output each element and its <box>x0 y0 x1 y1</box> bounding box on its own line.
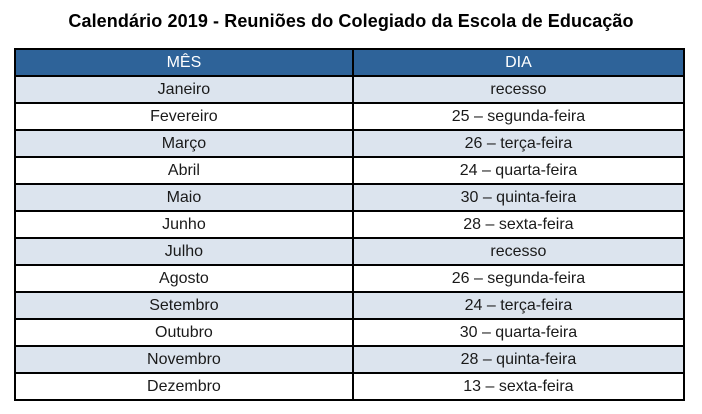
month-cell: Julho <box>14 237 354 266</box>
month-cell: Janeiro <box>14 75 354 104</box>
table-row: Março 26 – terça-feira <box>14 129 686 158</box>
table-row: Dezembro 13 – sexta-feira <box>14 372 686 401</box>
table-row: Agosto 26 – segunda-feira <box>14 264 686 293</box>
table-row: Setembro 24 – terça-feira <box>14 291 686 320</box>
month-cell: Agosto <box>14 264 354 293</box>
table-header-row: MÊS DIA <box>14 48 686 77</box>
day-cell: 28 – quinta-feira <box>351 345 686 374</box>
day-cell: 24 – terça-feira <box>351 291 686 320</box>
table-row: Novembro 28 – quinta-feira <box>14 345 686 374</box>
column-header-month: MÊS <box>14 48 354 77</box>
table-row: Julho recesso <box>14 237 686 266</box>
month-cell: Maio <box>14 183 354 212</box>
day-cell: 13 – sexta-feira <box>351 372 686 401</box>
table-row: Outubro 30 – quarta-feira <box>14 318 686 347</box>
day-cell: recesso <box>351 237 686 266</box>
day-cell: 26 – terça-feira <box>351 129 686 158</box>
table-row: Abril 24 – quarta-feira <box>14 156 686 185</box>
month-cell: Junho <box>14 210 354 239</box>
month-cell: Setembro <box>14 291 354 320</box>
month-cell: Outubro <box>14 318 354 347</box>
day-cell: 25 – segunda-feira <box>351 102 686 131</box>
day-cell: 26 – segunda-feira <box>351 264 686 293</box>
day-cell: recesso <box>351 75 686 104</box>
page-title: Calendário 2019 - Reuniões do Colegiado … <box>68 11 634 31</box>
month-cell: Fevereiro <box>14 102 354 131</box>
day-cell: 30 – quinta-feira <box>351 183 686 212</box>
table-row: Fevereiro 25 – segunda-feira <box>14 102 686 131</box>
meetings-calendar-table: MÊS DIA Janeiro recesso Fevereiro 25 – s… <box>14 48 686 401</box>
month-cell: Abril <box>14 156 354 185</box>
month-cell: Março <box>14 129 354 158</box>
table-row: Janeiro recesso <box>14 75 686 104</box>
day-cell: 24 – quarta-feira <box>351 156 686 185</box>
day-cell: 30 – quarta-feira <box>351 318 686 347</box>
column-header-day: DIA <box>351 48 686 77</box>
day-cell: 28 – sexta-feira <box>351 210 686 239</box>
month-cell: Novembro <box>14 345 354 374</box>
table-row: Maio 30 – quinta-feira <box>14 183 686 212</box>
table-row: Junho 28 – sexta-feira <box>14 210 686 239</box>
month-cell: Dezembro <box>14 372 354 401</box>
table-body: Janeiro recesso Fevereiro 25 – segunda-f… <box>14 75 686 401</box>
